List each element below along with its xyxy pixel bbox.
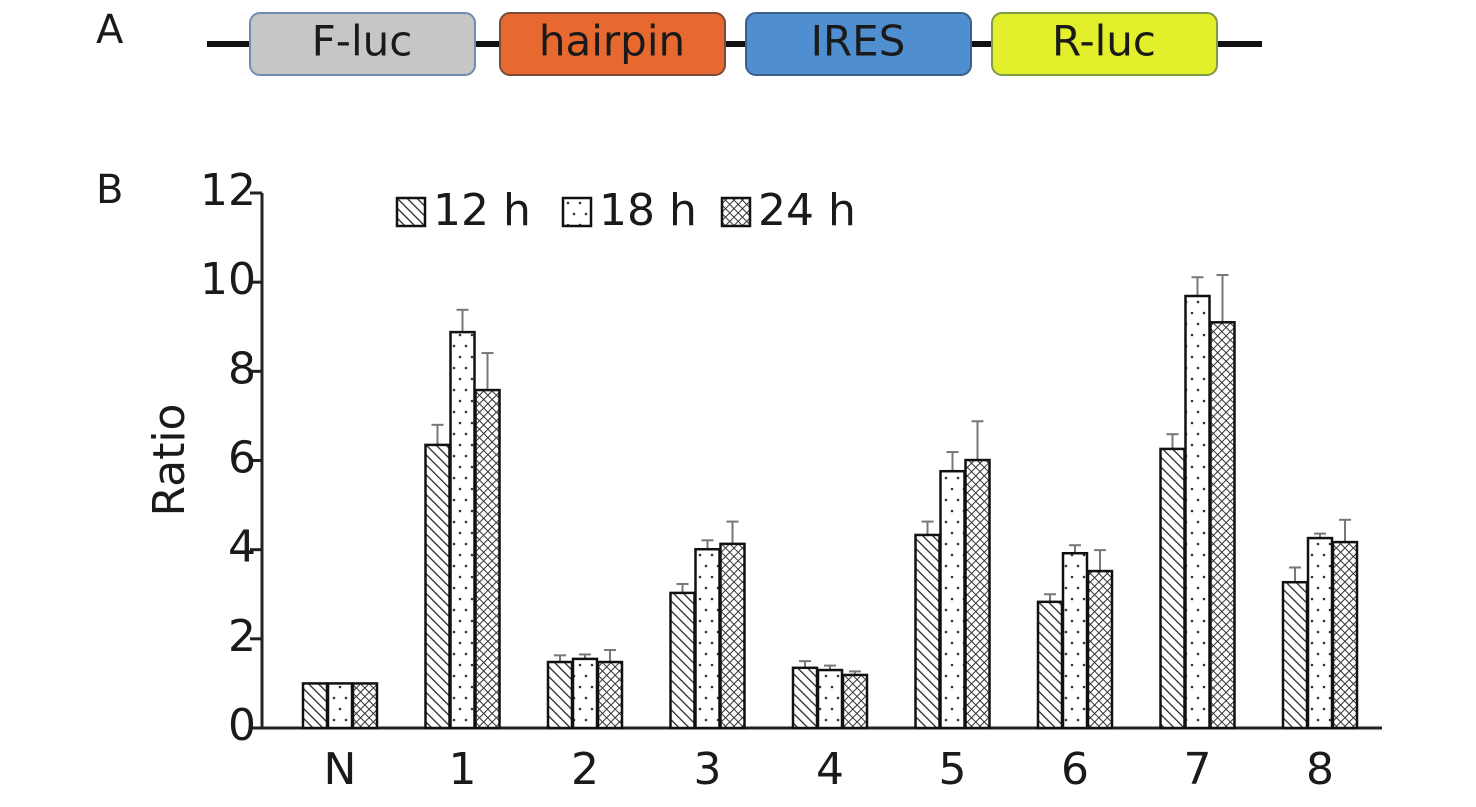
x-tick-label: N (324, 744, 357, 795)
bar (1209, 321, 1236, 730)
construct-label: R-luc (1052, 17, 1156, 66)
construct-label: F-luc (312, 17, 413, 66)
panel-label: A (96, 7, 124, 53)
y-tick-label: 4 (228, 522, 256, 573)
bar (449, 330, 476, 730)
bar (939, 469, 966, 730)
bar (596, 660, 624, 730)
bar (1331, 540, 1359, 730)
bar (1061, 551, 1089, 730)
x-tick-label: 5 (939, 744, 967, 795)
panel-label: B (96, 167, 123, 213)
y-tick-label: 12 (200, 165, 256, 216)
bar (816, 668, 844, 730)
bar (351, 682, 379, 730)
y-tick-label: 8 (228, 343, 256, 394)
legend-swatch (561, 196, 593, 228)
legend-swatch (720, 196, 752, 228)
bar (424, 443, 451, 730)
x-tick-label: 1 (449, 744, 477, 795)
y-tick-label: 2 (228, 611, 256, 662)
x-tick-label: 3 (694, 744, 722, 795)
bar (914, 533, 941, 730)
y-axis-label: Ratio (144, 404, 195, 517)
bar (669, 591, 696, 730)
construct-label: IRES (811, 17, 906, 66)
legend-label: 24 h (758, 185, 856, 236)
bar (1281, 580, 1309, 730)
bar (571, 657, 599, 730)
legend-swatch (395, 196, 427, 228)
bar (694, 547, 721, 730)
y-tick-label: 0 (228, 700, 256, 751)
x-tick-label: 6 (1061, 744, 1089, 795)
bar (1086, 569, 1114, 730)
legend-label: 12 h (433, 185, 531, 236)
bar (1306, 536, 1334, 730)
bar (474, 388, 501, 730)
construct-label: hairpin (539, 17, 685, 66)
bar (791, 666, 819, 730)
x-tick-label: 2 (571, 744, 599, 795)
construct-box (745, 12, 972, 76)
bar (1036, 600, 1064, 730)
construct-box (249, 12, 476, 76)
bar (301, 682, 329, 730)
legend-label: 18 h (599, 185, 697, 236)
y-tick-label: 10 (200, 254, 256, 305)
construct-box (499, 12, 726, 76)
x-tick-label: 7 (1184, 744, 1212, 795)
bar (546, 660, 574, 730)
bar (841, 673, 869, 730)
bar (1184, 294, 1211, 730)
bar (719, 542, 746, 730)
bar (1159, 447, 1186, 730)
bar (964, 458, 991, 730)
y-tick-label: 6 (228, 433, 256, 484)
x-tick-label: 8 (1306, 744, 1334, 795)
bar (326, 682, 354, 730)
x-tick-label: 4 (816, 744, 844, 795)
construct-box (991, 12, 1218, 76)
